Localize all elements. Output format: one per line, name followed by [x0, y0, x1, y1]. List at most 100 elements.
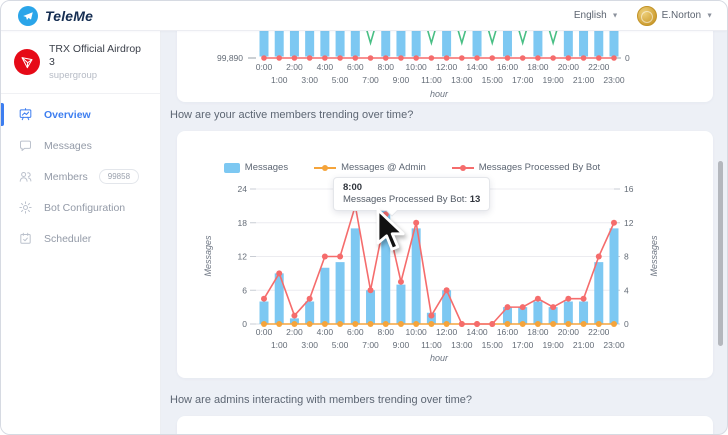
chevron-down-icon: ▼ — [611, 12, 619, 20]
legend-label: Messages Processed By Bot — [478, 162, 601, 173]
svg-text:18:00: 18:00 — [527, 327, 549, 337]
sidebar-item-members[interactable]: Members 99858 — [1, 161, 160, 192]
chart-legend: Messages Messages @ Admin Messages Process… — [177, 162, 713, 173]
svg-text:99,890: 99,890 — [217, 53, 243, 63]
svg-text:12:00: 12:00 — [436, 62, 458, 72]
svg-text:19:00: 19:00 — [542, 75, 564, 85]
svg-text:6:00: 6:00 — [347, 327, 364, 337]
sidebar-nav: Overview Messages Members 99858 Bot Con — [1, 94, 160, 254]
question-active-members: How are your active members trending ove… — [170, 109, 414, 121]
svg-text:4: 4 — [624, 285, 629, 295]
svg-text:16:00: 16:00 — [497, 327, 519, 337]
gear-icon — [18, 200, 33, 215]
user-menu[interactable]: E.Norton ▼ — [636, 5, 713, 26]
messages-trend-chart[interactable]: 0 6 12 18 24 0 4 8 12 16 Messages Messages 0:00 1:00 2… — [177, 131, 713, 378]
svg-text:5:00: 5:00 — [332, 75, 349, 85]
svg-text:7:00: 7:00 — [362, 340, 379, 350]
svg-text:4:00: 4:00 — [317, 62, 334, 72]
svg-text:6: 6 — [242, 285, 247, 295]
svg-text:3:00: 3:00 — [301, 75, 318, 85]
chart-tooltip: 8:00 Messages Processed By Bot: 13 — [333, 177, 491, 217]
group-info[interactable]: TRX Official Airdrop 3 supergroup — [1, 31, 160, 94]
svg-text:12:00: 12:00 — [436, 327, 458, 337]
svg-text:8:00: 8:00 — [377, 327, 394, 337]
sidebar-item-overview[interactable]: Overview — [1, 99, 160, 130]
svg-text:8: 8 — [624, 252, 629, 262]
sidebar-item-label: Scheduler — [44, 232, 92, 245]
legend-item-messages-admin[interactable]: Messages @ Admin — [314, 162, 426, 173]
svg-text:16:00: 16:00 — [497, 62, 519, 72]
members-count-badge: 99858 — [98, 169, 140, 184]
svg-text:6:00: 6:00 — [347, 62, 364, 72]
sidebar-item-bot-configuration[interactable]: Bot Configuration — [1, 192, 160, 223]
sidebar-item-label: Overview — [44, 108, 91, 121]
group-name: TRX Official Airdrop 3 — [49, 43, 142, 68]
teleme-logo[interactable]: TeleMe — [18, 5, 93, 26]
svg-text:24: 24 — [238, 184, 248, 194]
avatar — [636, 5, 657, 26]
legend-label: Messages — [244, 162, 289, 173]
svg-text:14:00: 14:00 — [466, 62, 488, 72]
svg-text:Messages: Messages — [203, 235, 213, 277]
paper-plane-icon — [18, 5, 38, 26]
messages-trend-card: 0 6 12 18 24 0 4 8 12 16 Messages Messages 0:00 1:00 2… — [177, 131, 713, 378]
svg-text:9:00: 9:00 — [393, 75, 410, 85]
svg-text:18: 18 — [238, 218, 248, 228]
svg-text:11:00: 11:00 — [421, 340, 442, 350]
svg-text:21:00: 21:00 — [573, 340, 595, 350]
tron-logo-icon — [14, 49, 40, 75]
svg-text:hour: hour — [430, 89, 449, 99]
svg-text:1:00: 1:00 — [271, 75, 288, 85]
svg-text:17:00: 17:00 — [512, 340, 534, 350]
members-trend-chart[interactable]: 0:00 1:00 2:00 3:00 4:00 5:00 6:00 7:00 8:00 9:00… — [177, 31, 713, 102]
svg-text:21:00: 21:00 — [573, 75, 595, 85]
svg-text:Messages: Messages — [649, 235, 659, 277]
admins-trend-card — [177, 416, 713, 434]
svg-text:15:00: 15:00 — [482, 340, 504, 350]
sidebar: TRX Official Airdrop 3 supergroup Overvi… — [1, 31, 161, 434]
svg-text:hour: hour — [430, 353, 449, 363]
svg-text:20:00: 20:00 — [558, 62, 580, 72]
svg-text:2:00: 2:00 — [286, 62, 303, 72]
legend-item-messages[interactable]: Messages — [223, 162, 289, 173]
svg-text:13:00: 13:00 — [451, 75, 473, 85]
svg-text:5:00: 5:00 — [332, 340, 349, 350]
user-name: E.Norton — [661, 10, 702, 21]
svg-text:0: 0 — [625, 53, 630, 63]
svg-text:15:00: 15:00 — [482, 75, 504, 85]
language-selector[interactable]: English ▼ — [574, 10, 619, 21]
svg-text:17:00: 17:00 — [512, 75, 534, 85]
calendar-check-icon — [18, 231, 33, 246]
sidebar-item-messages[interactable]: Messages — [1, 130, 160, 161]
legend-marker — [223, 162, 240, 173]
svg-text:0: 0 — [624, 319, 629, 329]
legend-label: Messages @ Admin — [341, 162, 426, 173]
svg-text:14:00: 14:00 — [466, 327, 488, 337]
svg-text:10:00: 10:00 — [406, 327, 428, 337]
members-people-icon — [18, 169, 33, 184]
svg-text:23:00: 23:00 — [603, 75, 625, 85]
svg-text:9:00: 9:00 — [393, 340, 410, 350]
svg-text:4:00: 4:00 — [317, 327, 334, 337]
svg-text:23:00: 23:00 — [603, 340, 625, 350]
language-label: English — [573, 10, 607, 21]
svg-text:8:00: 8:00 — [377, 62, 394, 72]
svg-text:16: 16 — [624, 184, 634, 194]
chat-bubble-icon — [18, 138, 33, 153]
top-bar: TeleMe English ▼ E.Norton ▼ — [1, 1, 727, 31]
svg-text:0:00: 0:00 — [256, 62, 273, 72]
svg-text:13:00: 13:00 — [451, 340, 473, 350]
overview-chart-icon — [18, 107, 33, 122]
svg-text:22:00: 22:00 — [588, 62, 610, 72]
svg-text:11:00: 11:00 — [421, 75, 442, 85]
svg-text:10:00: 10:00 — [406, 62, 428, 72]
tooltip-series-label: Messages Processed By Bot — [343, 194, 465, 205]
tooltip-value: 13 — [469, 194, 481, 205]
svg-text:0:00: 0:00 — [256, 327, 273, 337]
scrollbar-thumb[interactable] — [718, 161, 723, 346]
group-type: supergroup — [49, 70, 98, 81]
sidebar-item-scheduler[interactable]: Scheduler — [1, 223, 160, 254]
legend-item-messages-processed-by-bot[interactable]: Messages Processed By Bot — [451, 162, 601, 173]
members-trend-card: 0:00 1:00 2:00 3:00 4:00 5:00 6:00 7:00 8:00 9:00… — [177, 31, 713, 102]
